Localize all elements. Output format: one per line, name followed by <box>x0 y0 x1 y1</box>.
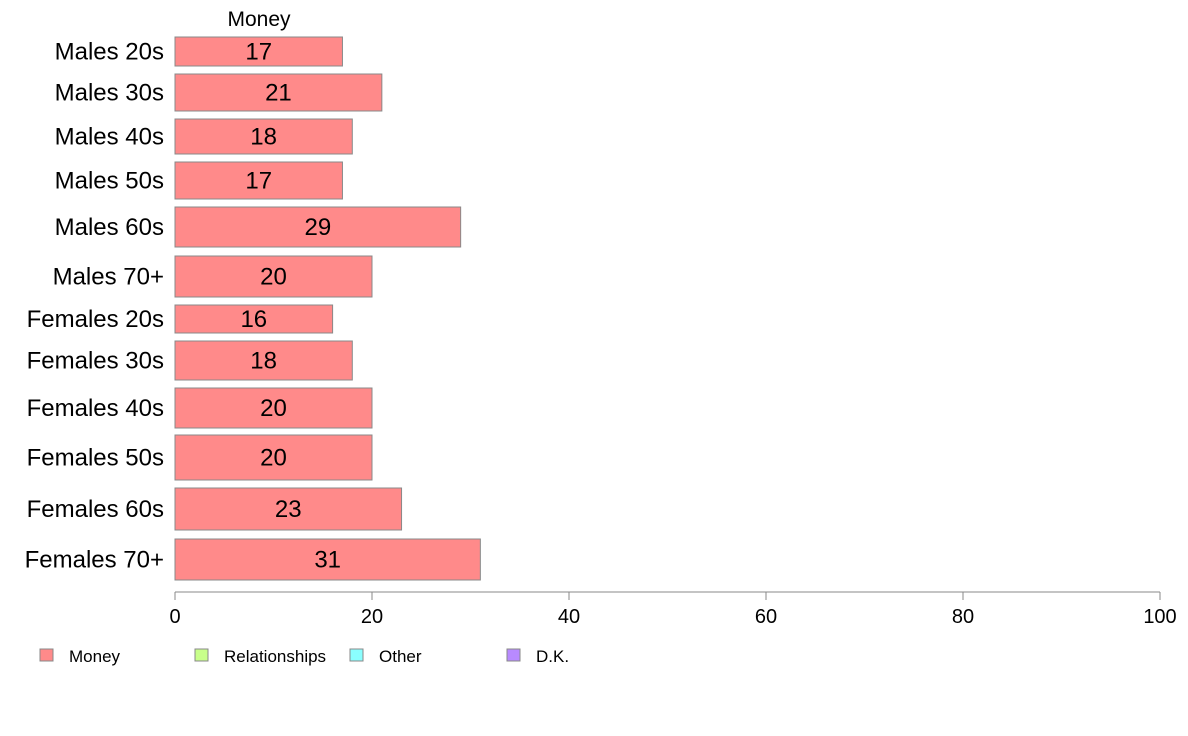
bar-value-label: 21 <box>265 80 292 107</box>
bar-value-label: 17 <box>245 168 272 195</box>
legend-label: Money <box>69 647 121 666</box>
x-tick-label: 100 <box>1143 606 1176 628</box>
category-label: Females 20s <box>27 306 164 333</box>
legend-label: D.K. <box>536 647 569 666</box>
bar-11 <box>174 538 481 581</box>
legend-swatch <box>506 648 521 662</box>
category-label: Males 60s <box>55 214 164 241</box>
bar-7 <box>174 340 353 381</box>
bar-value-label: 20 <box>260 264 287 291</box>
category-label: Females 60s <box>27 496 164 523</box>
bar-6 <box>174 304 334 334</box>
category-label: Males 40s <box>55 124 164 151</box>
category-label: Females 50s <box>27 445 164 472</box>
bar-value-label: 18 <box>250 124 277 151</box>
bar-value-label: 31 <box>314 547 341 574</box>
bar-2 <box>174 118 353 155</box>
bar-5 <box>174 255 373 298</box>
bar-10 <box>174 487 403 531</box>
category-label: Males 70+ <box>53 264 164 291</box>
x-tick-label: 20 <box>361 606 383 628</box>
x-tick-label: 40 <box>558 606 580 628</box>
category-label: Males 20s <box>55 39 164 66</box>
bar-4 <box>174 206 462 248</box>
bar-value-label: 18 <box>250 348 277 375</box>
bar-value-label: 16 <box>240 306 267 333</box>
bar-0 <box>174 36 343 67</box>
category-label: Males 30s <box>55 80 164 107</box>
bar-value-label: 20 <box>260 445 287 472</box>
category-label: Females 40s <box>27 395 164 422</box>
bar-9 <box>174 434 373 481</box>
x-axis: 0 20 40 60 80 100 <box>169 591 1177 628</box>
legend: Money Relationships Other D.K. <box>39 647 569 666</box>
legend-swatch <box>194 648 209 662</box>
bar-value-label: 29 <box>304 214 331 241</box>
bar-8 <box>174 387 373 429</box>
bar-value-label: 23 <box>275 496 302 523</box>
legend-swatch <box>39 648 54 662</box>
category-label: Females 70+ <box>25 547 164 574</box>
legend-swatch <box>349 648 364 662</box>
bar-value-label: 20 <box>260 395 287 422</box>
legend-label: Other <box>379 647 422 666</box>
x-tick-label: 0 <box>169 606 180 628</box>
bar-value-label: 17 <box>245 39 272 66</box>
bar-1 <box>174 73 383 112</box>
category-label: Females 30s <box>27 348 164 375</box>
series-title: Money <box>227 8 291 31</box>
x-tick-label: 60 <box>755 606 777 628</box>
bar-3 <box>174 161 343 200</box>
x-tick-label: 80 <box>952 606 974 628</box>
category-label: Males 50s <box>55 168 164 195</box>
legend-label: Relationships <box>224 647 326 666</box>
bars-group: Males 20s 17 Males 30s 21 Males 40s 18 Males 5… <box>25 36 481 581</box>
